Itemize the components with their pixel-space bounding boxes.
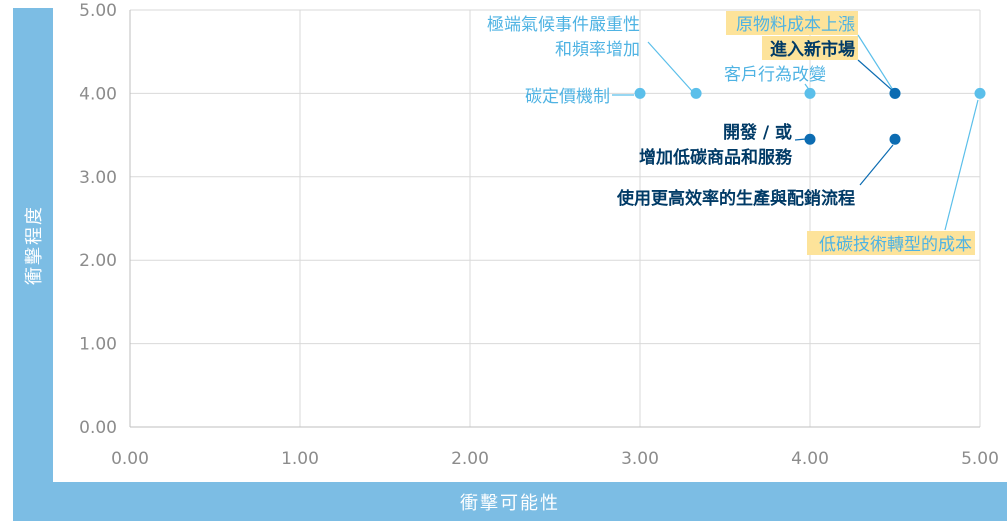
x-axis-title-box: 衝擊可能性 bbox=[13, 482, 1007, 521]
y-tick-label: 5.00 bbox=[79, 1, 117, 21]
x-tick-label: 5.00 bbox=[961, 449, 999, 469]
x-tick-label: 4.00 bbox=[791, 449, 829, 469]
y-axis-title-box: 衝擊程度 bbox=[13, 8, 53, 482]
data-point bbox=[804, 87, 816, 99]
data-point bbox=[804, 133, 816, 145]
x-tick-label: 3.00 bbox=[621, 449, 659, 469]
x-tick-label: 1.00 bbox=[281, 449, 319, 469]
data-point bbox=[974, 87, 986, 99]
data-label: 開發 / 或 bbox=[723, 122, 792, 143]
data-point bbox=[889, 87, 901, 99]
leader-line bbox=[647, 41, 693, 92]
label-highlight bbox=[807, 231, 975, 255]
y-axis-title: 衝擊程度 bbox=[24, 205, 45, 285]
data-label: 原物料成本上漲 bbox=[736, 15, 855, 35]
label-highlight bbox=[726, 11, 858, 35]
x-tick-label: 2.00 bbox=[451, 449, 489, 469]
data-label: 增加低碳商品和服務 bbox=[639, 147, 793, 168]
data-label: 碳定價機制 bbox=[525, 87, 610, 107]
leader-line bbox=[859, 144, 894, 186]
leader-line bbox=[857, 59, 894, 92]
y-tick-label: 2.00 bbox=[79, 251, 117, 271]
x-tick-label: 0.00 bbox=[111, 449, 149, 469]
y-tick-label: 1.00 bbox=[79, 335, 117, 355]
data-point bbox=[690, 87, 702, 99]
data-label: 和頻率增加 bbox=[555, 40, 640, 60]
y-tick-label: 0.00 bbox=[79, 418, 117, 438]
leader-line bbox=[944, 99, 979, 231]
data-label: 極端氣候事件嚴重性 bbox=[487, 15, 640, 35]
leader-line bbox=[794, 138, 807, 141]
data-label: 客戶行為改變 bbox=[724, 65, 826, 85]
label-highlight bbox=[762, 36, 858, 60]
y-tick-label: 4.00 bbox=[79, 84, 117, 104]
data-label: 低碳技術轉型的成本 bbox=[819, 235, 972, 255]
leader-line bbox=[857, 34, 894, 91]
data-label: 使用更高效率的生產與配銷流程 bbox=[616, 188, 855, 209]
data-point bbox=[634, 87, 646, 99]
x-axis-title: 衝擊可能性 bbox=[460, 492, 560, 514]
y-tick-label: 3.00 bbox=[79, 168, 117, 188]
data-label: 進入新市場 bbox=[770, 39, 855, 60]
data-point bbox=[889, 133, 901, 145]
